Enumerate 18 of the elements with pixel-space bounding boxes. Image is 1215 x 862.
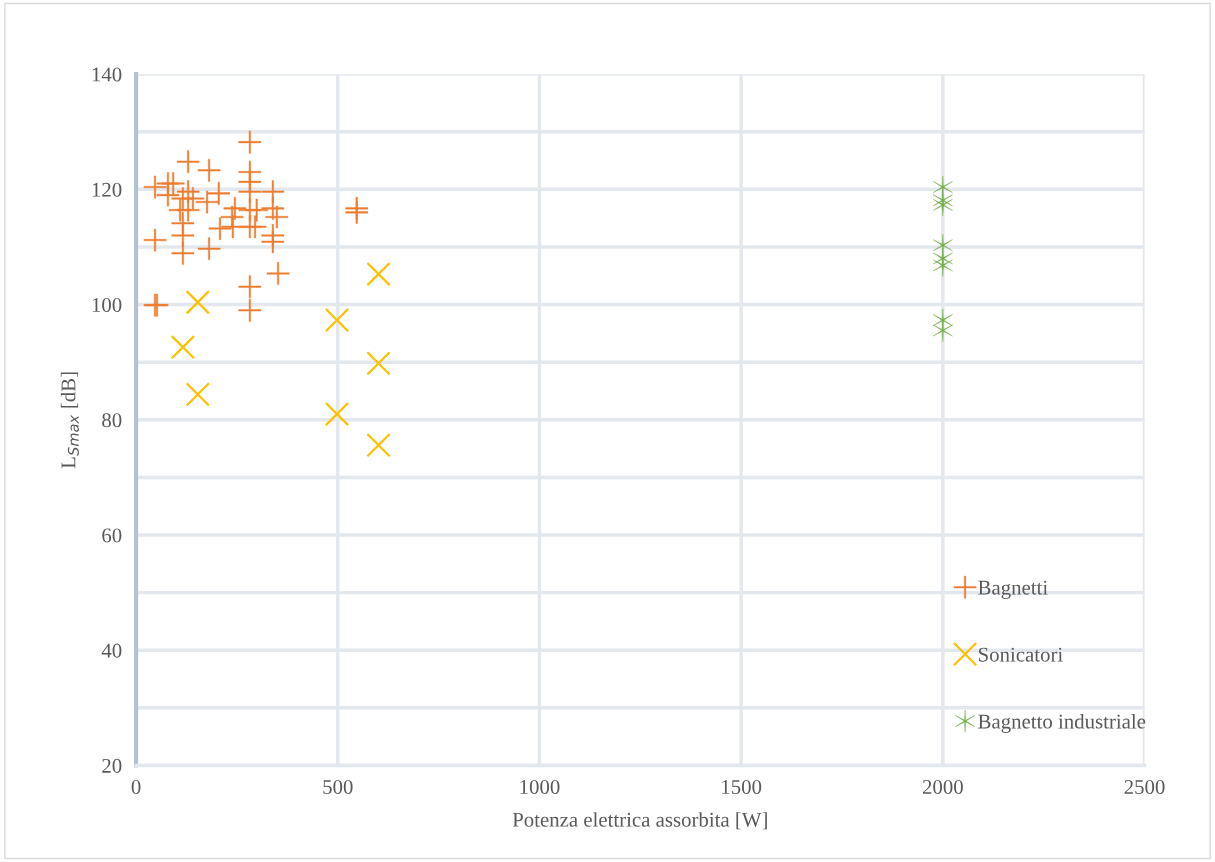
x-tick-label: 500 <box>323 779 353 795</box>
legend-label: Bagnetti <box>978 580 1048 599</box>
legend-label: Sonicatori <box>978 647 1063 662</box>
x-tick-label: 2000 <box>922 779 963 795</box>
y-tick-label: 100 <box>92 297 122 313</box>
x-tick-label: 1000 <box>520 779 560 795</box>
y-axis-title: L$_{Smax}$ [dB] <box>60 372 79 469</box>
y-tick-label: 80 <box>102 413 122 428</box>
x-tick-label: 1500 <box>722 779 762 795</box>
y-tick-label: 20 <box>102 758 122 773</box>
y-tick-label: 140 <box>92 67 122 82</box>
y-tick-label: 120 <box>92 182 122 197</box>
legend-label: Bagnetto industriale <box>978 713 1146 733</box>
y-tick-label: 60 <box>102 528 122 543</box>
x-tick-label: 2500 <box>1124 779 1165 795</box>
x-tick-label: 0 <box>131 779 141 795</box>
x-axis-title: Potenza elettrica assorbita [W] <box>512 812 767 830</box>
y-tick-label: 40 <box>101 643 122 658</box>
